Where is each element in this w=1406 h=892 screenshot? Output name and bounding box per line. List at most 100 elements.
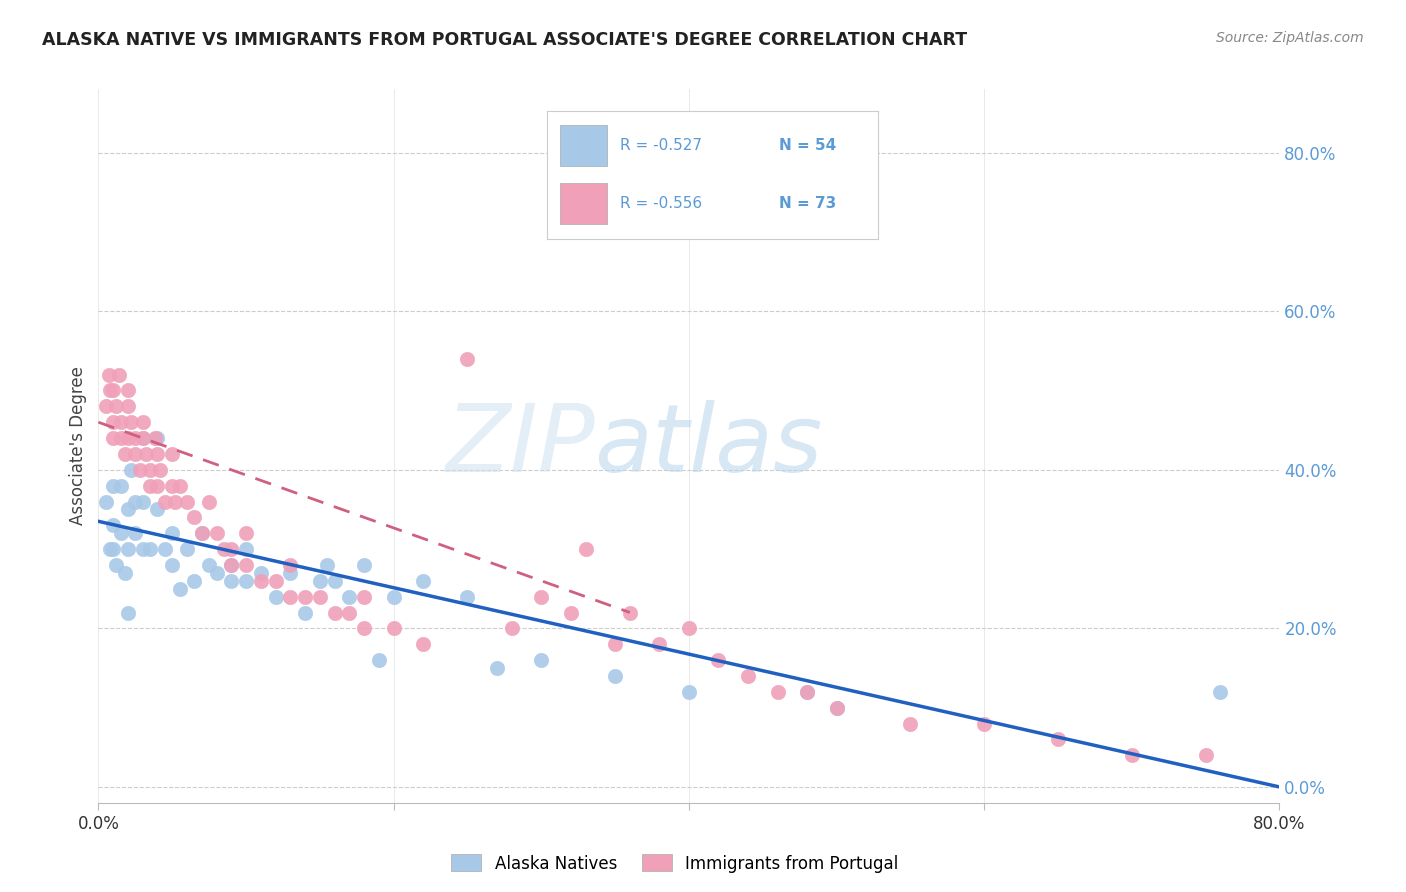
Point xyxy=(339,606,361,620)
Point xyxy=(235,526,257,541)
Point xyxy=(97,368,120,382)
Point xyxy=(309,590,332,604)
Point xyxy=(707,653,730,667)
Point xyxy=(280,566,302,580)
Point xyxy=(235,542,257,557)
Point xyxy=(900,716,922,731)
Point xyxy=(235,574,257,588)
Point xyxy=(132,494,155,508)
Point xyxy=(678,685,700,699)
Point xyxy=(117,542,139,557)
Point xyxy=(619,606,641,620)
Point xyxy=(825,700,848,714)
Point xyxy=(169,582,191,596)
Point xyxy=(110,478,132,492)
Point xyxy=(153,542,176,557)
Point xyxy=(382,621,405,635)
Point xyxy=(766,685,789,699)
Point xyxy=(1209,685,1232,699)
Point xyxy=(235,558,257,572)
Point xyxy=(132,415,155,429)
Point xyxy=(191,526,214,541)
Point xyxy=(353,558,375,572)
Point xyxy=(280,590,302,604)
Point xyxy=(560,606,582,620)
Point xyxy=(294,590,316,604)
Text: ZIP: ZIP xyxy=(444,401,595,491)
Point xyxy=(162,478,183,492)
Point xyxy=(648,637,671,651)
Point xyxy=(139,542,162,557)
Point xyxy=(530,653,553,667)
Point xyxy=(221,558,243,572)
Point xyxy=(183,574,205,588)
Point xyxy=(198,558,221,572)
Point xyxy=(103,415,125,429)
Point xyxy=(368,653,391,667)
Point xyxy=(162,526,183,541)
Point xyxy=(146,447,169,461)
Point xyxy=(205,526,228,541)
Point xyxy=(501,621,523,635)
Point xyxy=(1046,732,1070,747)
Point xyxy=(103,478,125,492)
Point xyxy=(165,494,187,508)
Point xyxy=(94,400,117,414)
Point xyxy=(221,558,243,572)
Point xyxy=(98,542,121,557)
Point xyxy=(114,566,136,580)
Point xyxy=(153,494,176,508)
Point xyxy=(110,415,132,429)
Point xyxy=(323,606,346,620)
Point xyxy=(382,590,405,604)
Point xyxy=(149,463,172,477)
Point xyxy=(183,510,205,524)
Point xyxy=(530,590,553,604)
Text: ALASKA NATIVE VS IMMIGRANTS FROM PORTUGAL ASSOCIATE'S DEGREE CORRELATION CHART: ALASKA NATIVE VS IMMIGRANTS FROM PORTUGA… xyxy=(42,31,967,49)
Point xyxy=(280,558,302,572)
Point xyxy=(120,463,142,477)
Point xyxy=(146,478,169,492)
Point xyxy=(117,431,139,445)
Point xyxy=(457,351,479,366)
Legend: Alaska Natives, Immigrants from Portugal: Alaska Natives, Immigrants from Portugal xyxy=(444,847,905,880)
Y-axis label: Associate's Degree: Associate's Degree xyxy=(69,367,87,525)
Point xyxy=(353,590,375,604)
Point xyxy=(221,542,243,557)
Point xyxy=(1121,748,1143,763)
Point xyxy=(176,494,198,508)
Point xyxy=(124,526,146,541)
Point xyxy=(103,542,125,557)
Point xyxy=(198,494,221,508)
Point xyxy=(221,574,243,588)
Point xyxy=(605,637,627,651)
Point xyxy=(132,431,155,445)
Point xyxy=(176,542,198,557)
Point xyxy=(1195,748,1218,763)
Point xyxy=(108,368,131,382)
Point xyxy=(264,590,287,604)
Point xyxy=(124,494,146,508)
Point xyxy=(103,518,125,533)
Point xyxy=(162,558,183,572)
Point xyxy=(139,463,162,477)
Point xyxy=(575,542,598,557)
Point xyxy=(117,400,139,414)
Point xyxy=(169,478,191,492)
Point xyxy=(120,415,142,429)
Point xyxy=(316,558,339,572)
Point xyxy=(250,566,273,580)
Point xyxy=(132,542,155,557)
Point xyxy=(457,590,479,604)
Point xyxy=(103,431,125,445)
Point xyxy=(212,542,235,557)
Point xyxy=(135,447,157,461)
Point xyxy=(353,621,375,635)
Point xyxy=(124,447,146,461)
Point xyxy=(110,526,132,541)
Point xyxy=(114,447,136,461)
Text: atlas: atlas xyxy=(595,401,823,491)
Point xyxy=(98,384,121,398)
Point xyxy=(117,384,139,398)
Point xyxy=(486,661,509,675)
